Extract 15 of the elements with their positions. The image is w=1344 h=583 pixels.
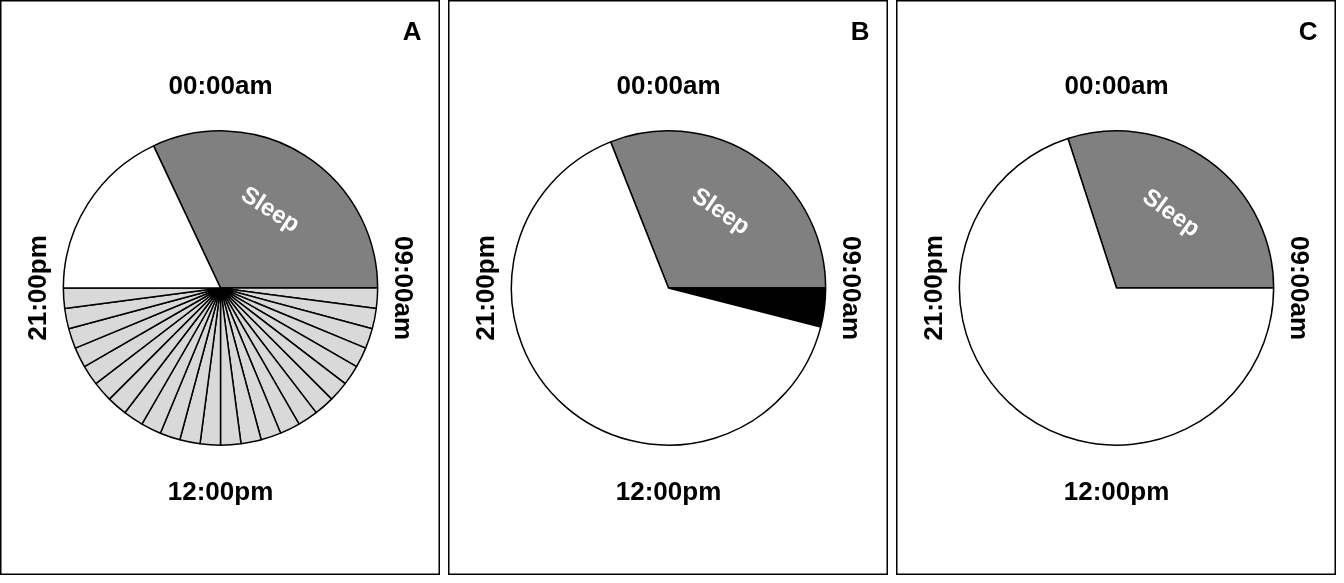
text: 21:00pm	[469, 235, 500, 341]
text: 09:00am	[389, 235, 420, 341]
text: 12:00pm	[1063, 476, 1170, 507]
text: 21:00pm	[917, 235, 948, 341]
text: 21:00pm	[21, 235, 52, 341]
text: 00:00am	[616, 69, 721, 100]
text: 00:00am	[1064, 69, 1169, 100]
chart-title: A	[402, 16, 422, 47]
chart-title: C	[1298, 16, 1318, 47]
text: 12:00pm	[167, 476, 274, 507]
text: 00:00am	[168, 69, 273, 100]
chart-title: B	[850, 16, 870, 47]
text: 09:00am	[1285, 235, 1316, 341]
text: 09:00am	[837, 235, 868, 341]
text: 12:00pm	[615, 476, 722, 507]
